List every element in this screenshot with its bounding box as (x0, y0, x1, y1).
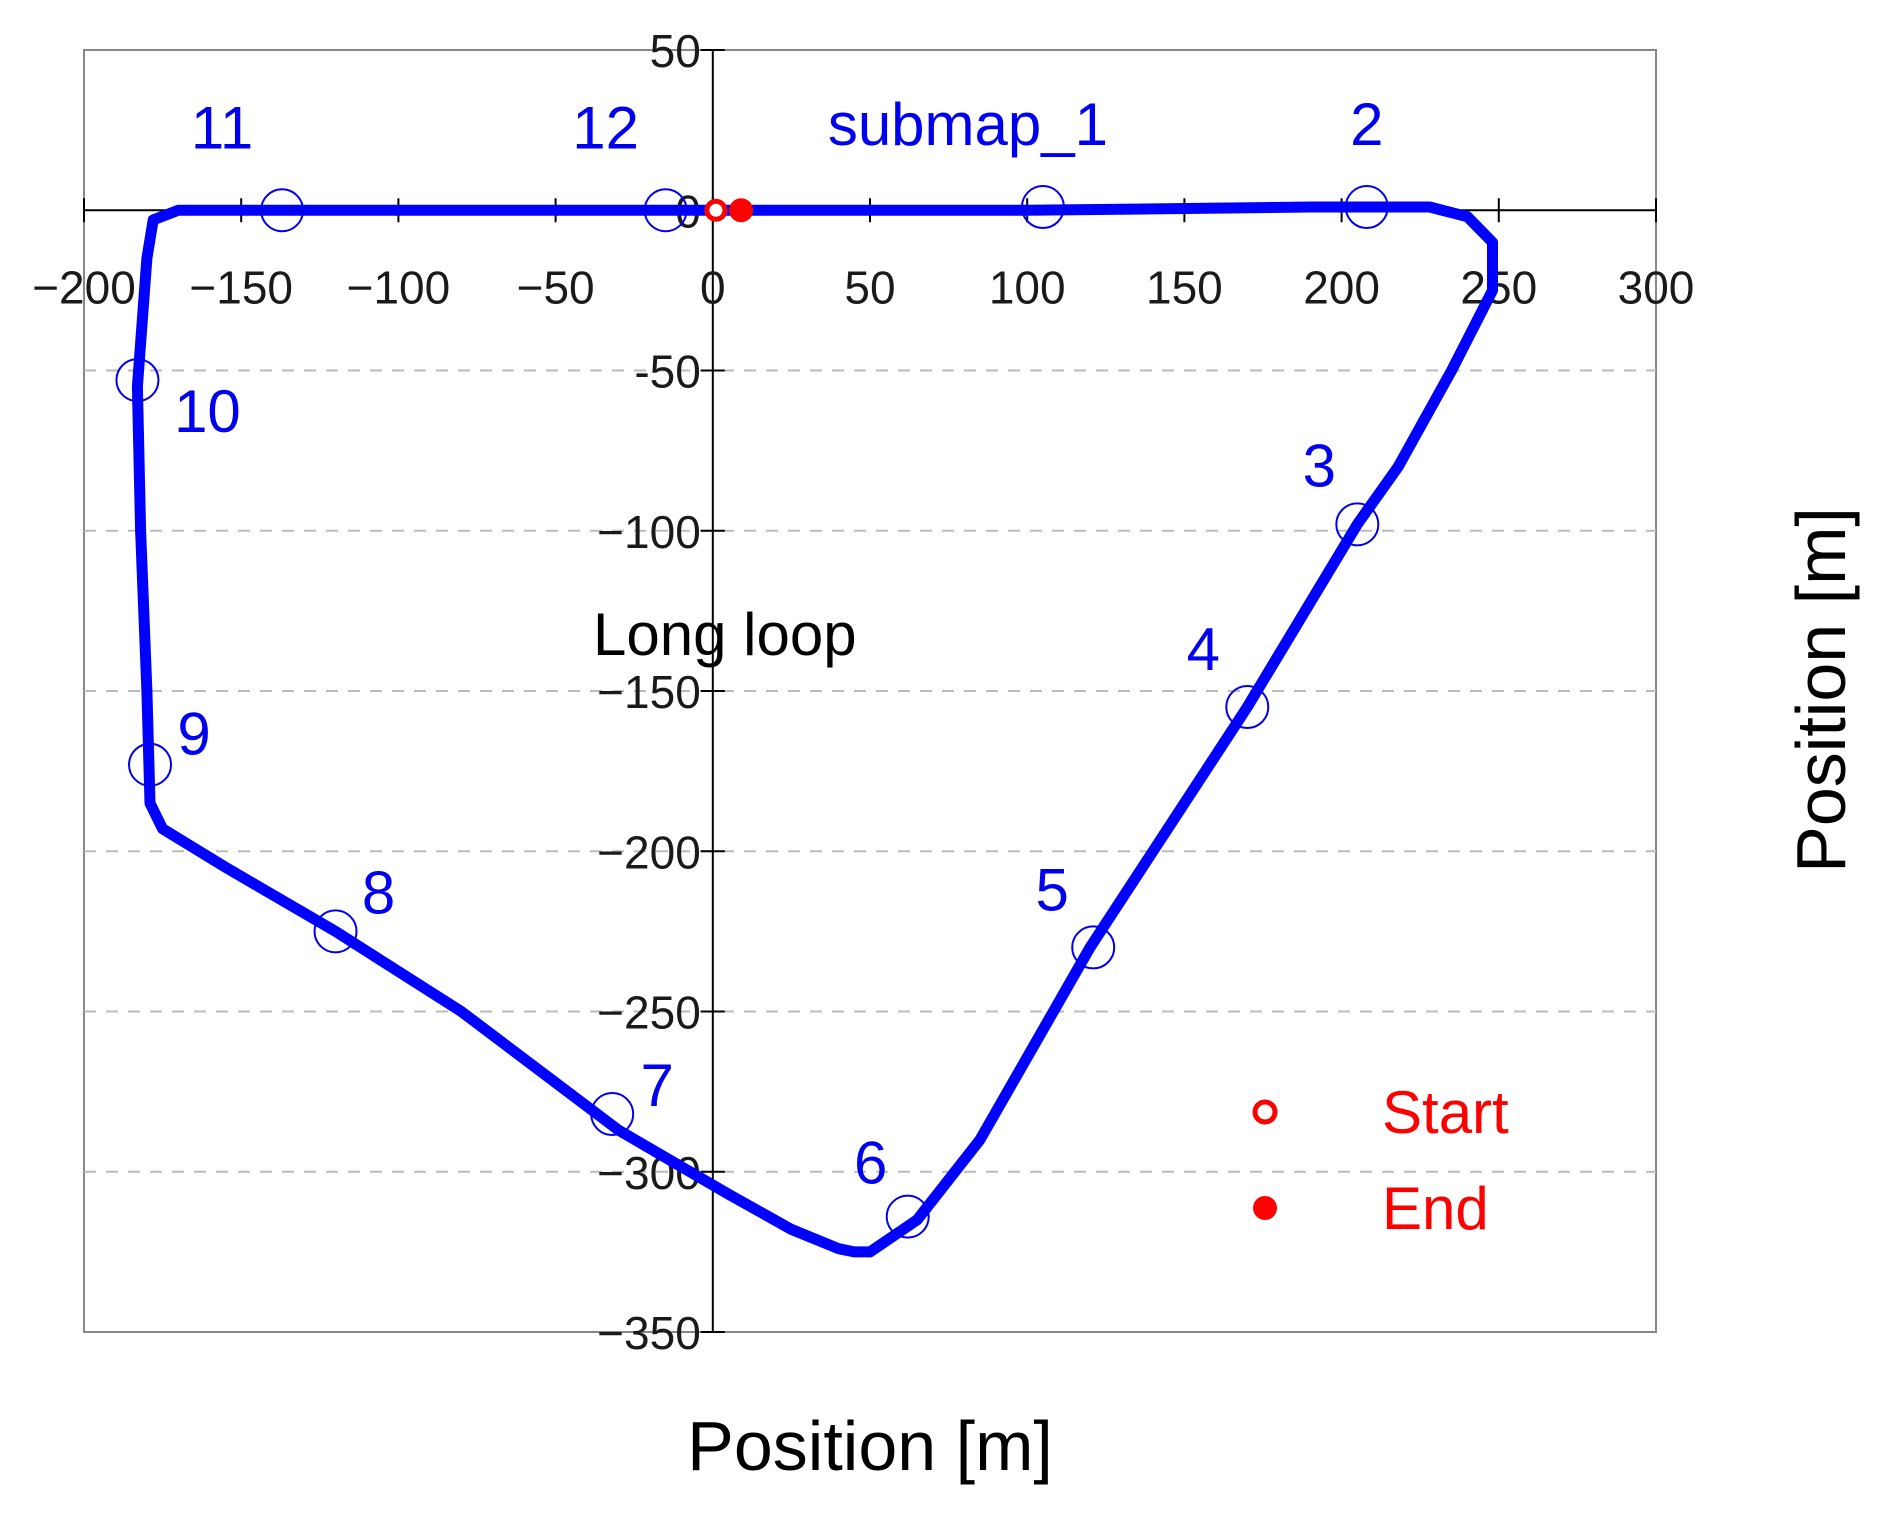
x-tick-label: 200 (1303, 261, 1380, 313)
submap-circle (1335, 502, 1380, 547)
x-tick-label: −50 (517, 261, 595, 313)
submap-label: 9 (177, 701, 210, 768)
submap-label: 4 (1187, 616, 1220, 683)
y-ticks: 500-50−100−150−200−250−300−350 (597, 25, 725, 1359)
x-ticks: −200 −150 −100 −50 0 50 100 150 200 250 300 (32, 198, 1694, 313)
legend: Start End (1252, 1079, 1509, 1242)
x-tick-label: −150 (189, 261, 293, 313)
submap-circle (260, 188, 305, 233)
x-tick-label: 0 (700, 261, 726, 313)
x-tick-label: 150 (1146, 261, 1223, 313)
trajectory-line (131, 201, 1498, 1258)
y-axis-title: Position [m] (1782, 507, 1860, 873)
submap-circle (1344, 185, 1389, 230)
submap-label: 12 (572, 94, 639, 161)
submap-label: 7 (641, 1052, 674, 1119)
long-loop-annotation: Long loop (593, 601, 857, 668)
y-tick-label: −150 (597, 666, 701, 718)
submap-circle (643, 188, 688, 233)
legend-marker-start (1252, 1099, 1278, 1125)
x-tick-label: 50 (844, 261, 895, 313)
submap-label: 3 (1303, 432, 1336, 499)
y-tick-label: 50 (650, 25, 701, 77)
submap-circle (1020, 185, 1065, 230)
grid (84, 369, 1656, 1173)
submap-label: 5 (1036, 856, 1069, 923)
legend-label: End (1382, 1175, 1489, 1242)
end-marker (729, 198, 754, 223)
x-tick-label: 250 (1460, 261, 1537, 313)
submaps: submap_1 2 3 4 5 6 7 8 9 10 11 12 (115, 91, 1389, 1239)
legend-label: Start (1382, 1079, 1509, 1146)
x-tick-label: −200 (32, 261, 136, 313)
submap-circle (313, 909, 358, 954)
submap-circle (1225, 685, 1270, 730)
submap-label: 11 (191, 94, 253, 161)
submap-label: 10 (174, 378, 241, 445)
x-axis-title: Position [m] (687, 1407, 1053, 1485)
x-tick-label: −100 (347, 261, 451, 313)
submap-label: 2 (1350, 91, 1383, 158)
y-tick-label: −250 (597, 987, 701, 1039)
legend-marker-end (1253, 1196, 1277, 1220)
y-tick-label: −200 (597, 826, 701, 878)
x-tick-label: 100 (989, 261, 1066, 313)
submap-circle (128, 742, 173, 787)
submap-circle (885, 1194, 930, 1239)
y-tick-label: -50 (634, 346, 700, 398)
submap-label: submap_1 (828, 91, 1108, 158)
y-tick-label: −350 (597, 1307, 701, 1359)
submap-label: 8 (362, 859, 395, 926)
y-tick-label: −100 (597, 506, 701, 558)
submap-label: 6 (854, 1130, 887, 1197)
start-end-markers (704, 198, 754, 223)
submap-circle (115, 358, 160, 403)
start-marker (704, 198, 728, 222)
submap-circle (1071, 925, 1116, 970)
x-tick-label: 300 (1618, 261, 1695, 313)
submap-circle (590, 1092, 635, 1137)
series (131, 201, 1498, 1258)
